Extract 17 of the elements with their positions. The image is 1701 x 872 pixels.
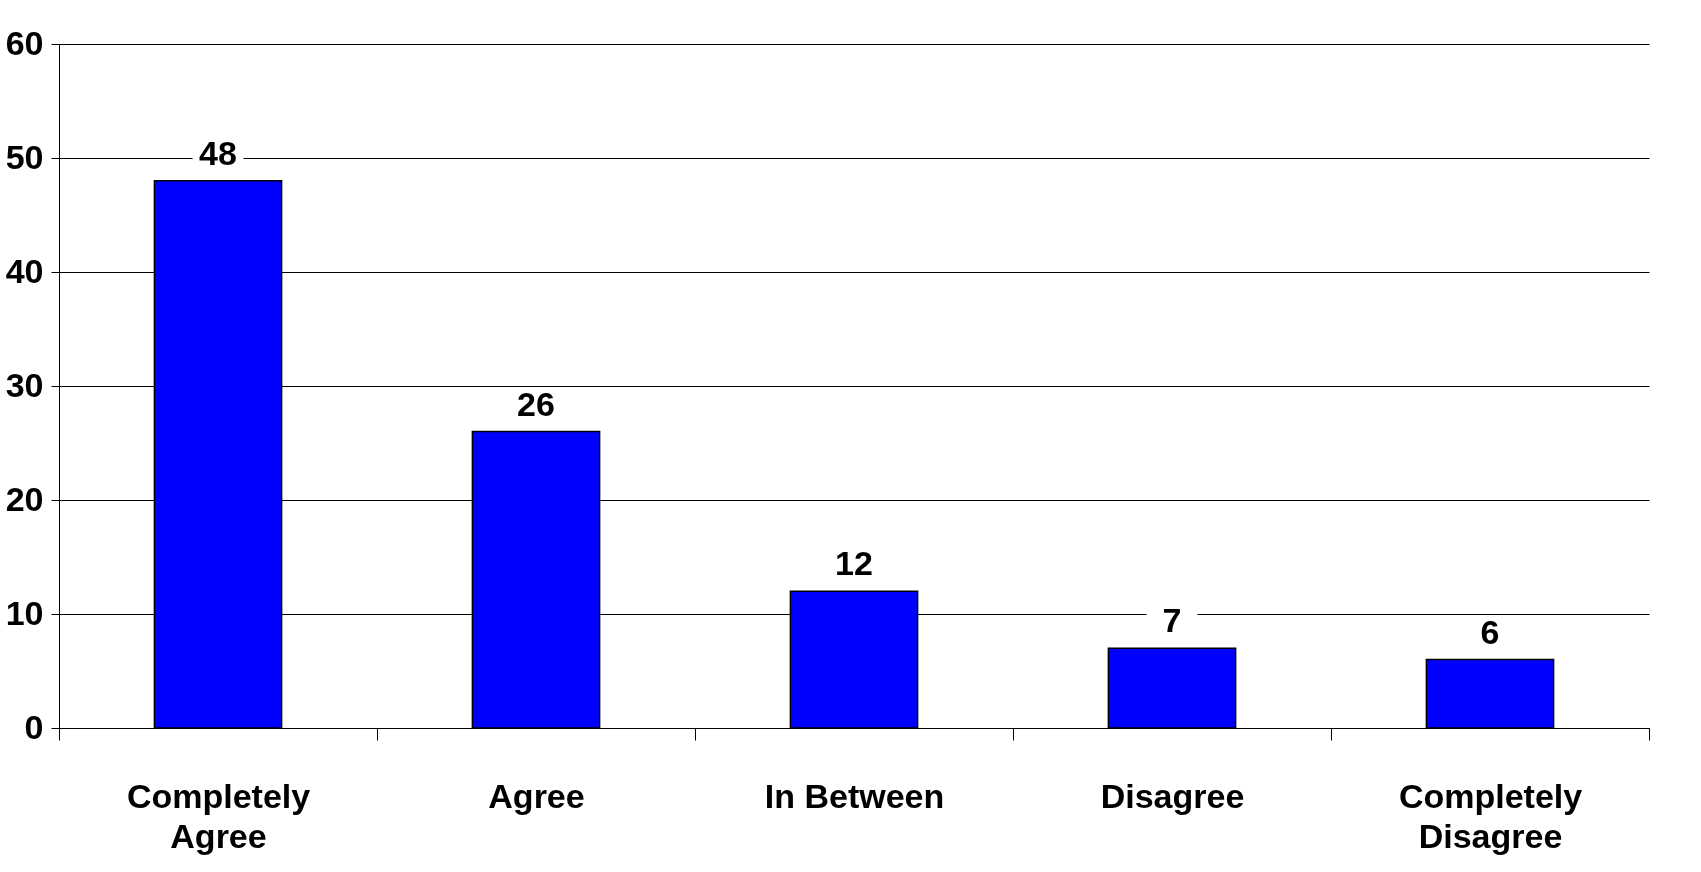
data-label: 12 xyxy=(835,544,873,583)
data-label: 48 xyxy=(199,133,237,172)
y-tick-label: 40 xyxy=(5,251,44,290)
data-label: 26 xyxy=(517,384,555,423)
x-tick-label: In Between xyxy=(764,776,945,815)
x-tick-label: Disagree xyxy=(1100,776,1245,815)
y-tick-label: 10 xyxy=(5,593,44,632)
data-label: 7 xyxy=(1162,601,1182,640)
x-tick-label: Completely Disagree xyxy=(1398,776,1583,855)
y-tick-label: 30 xyxy=(5,365,44,404)
data-label: 6 xyxy=(1480,612,1500,651)
x-tick-label: Completely Agree xyxy=(126,776,311,855)
x-tick-label: Agree xyxy=(488,776,585,815)
y-tick-label: 0 xyxy=(24,707,44,746)
y-tick-label: 20 xyxy=(5,479,44,518)
y-tick-label: 60 xyxy=(5,23,44,62)
y-tick-label: 50 xyxy=(5,137,44,176)
